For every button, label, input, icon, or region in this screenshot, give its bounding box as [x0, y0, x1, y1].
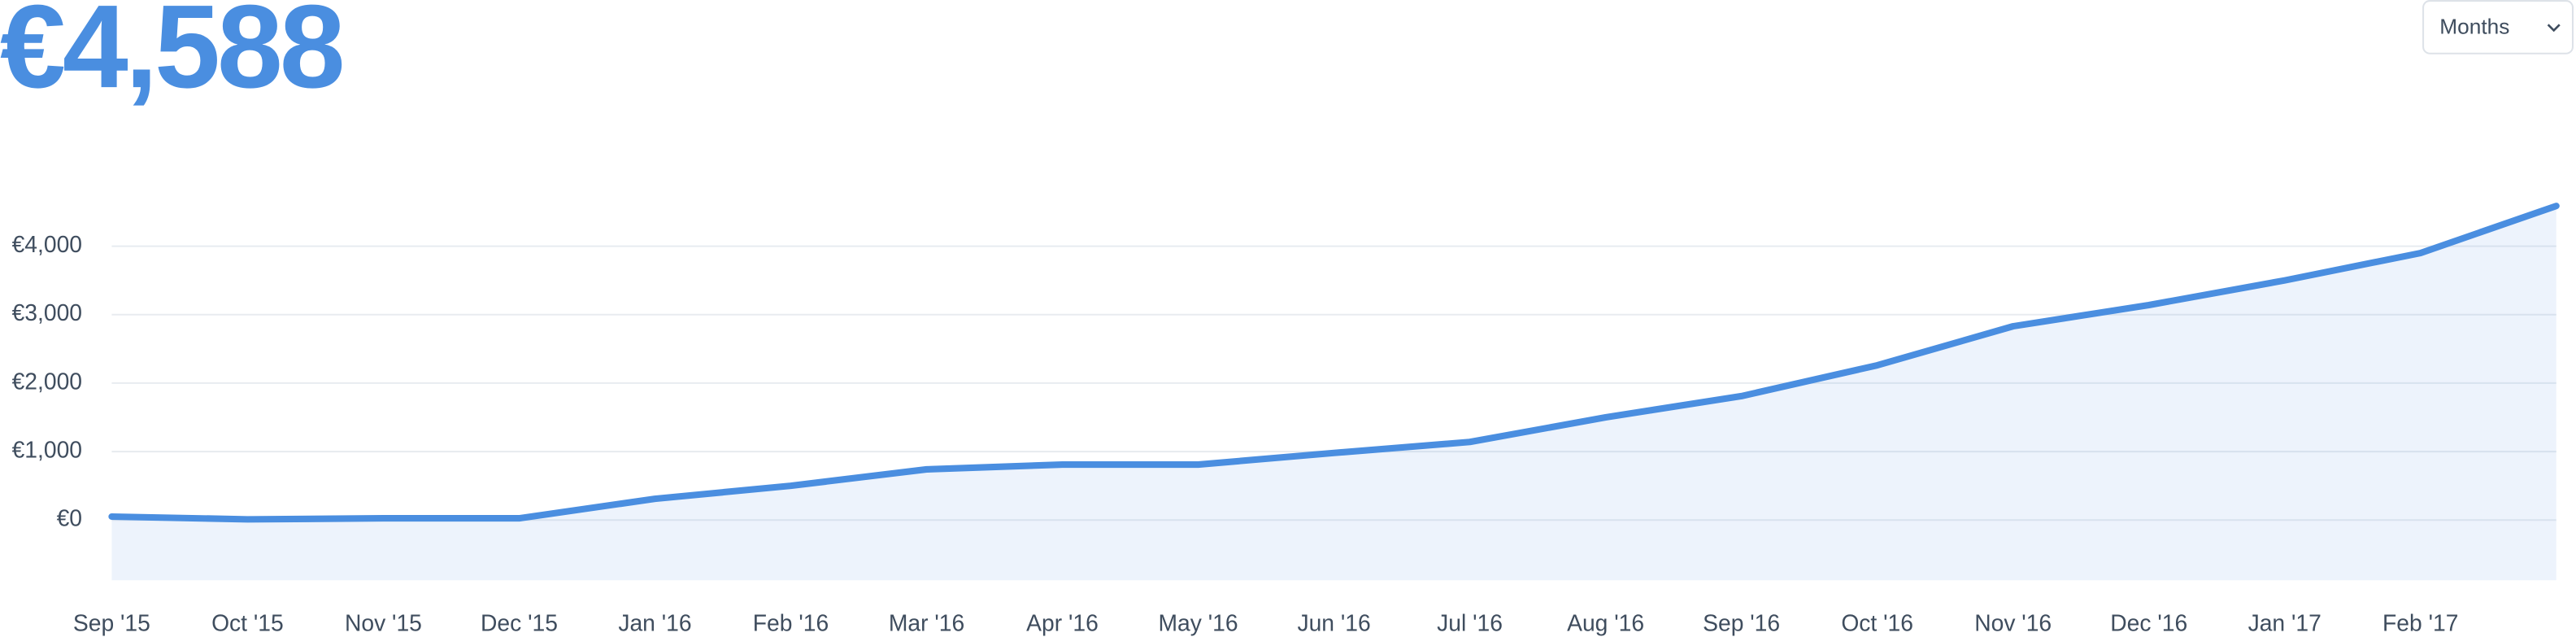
- y-tick-label: €4,000: [12, 231, 82, 257]
- x-tick-label: Jan '16: [618, 609, 691, 635]
- x-tick-label: Nov '15: [345, 609, 422, 635]
- y-tick-label: €1,000: [12, 437, 82, 463]
- dropdown-arrow[interactable]: [2547, 24, 2561, 33]
- x-tick-label: Jul '16: [1437, 609, 1503, 635]
- x-tick-label: Dec '16: [2110, 609, 2187, 635]
- x-tick-label: Jan '17: [2248, 609, 2321, 635]
- x-tick-label: Feb '16: [753, 609, 829, 635]
- area-fill: [111, 206, 2556, 581]
- x-tick-label: Nov '16: [1974, 609, 2052, 635]
- y-tick-label: €0: [57, 505, 82, 531]
- x-tick-label: Sep '16: [1703, 609, 1780, 635]
- period-dropdown[interactable]: Months: [2422, 0, 2574, 55]
- total-value: €4,588: [0, 0, 342, 112]
- x-tick-label: Feb '17: [2382, 609, 2458, 635]
- x-tick-label: Aug '16: [1567, 609, 1644, 635]
- dropdown-box[interactable]: [2422, 0, 2574, 55]
- x-tick-label: Jun '16: [1297, 609, 1370, 635]
- line: [108, 203, 2560, 523]
- y-tick-label: €2,000: [12, 368, 82, 394]
- x-tick-label: Mar '16: [889, 609, 964, 635]
- dropdown-label[interactable]: Months: [2439, 14, 2509, 38]
- x-tick-label: Apr '16: [1026, 609, 1099, 635]
- x-tick-label: Sep '15: [73, 609, 150, 635]
- y-tick-label: €3,000: [12, 299, 82, 325]
- x-tick-label: Oct '16: [1841, 609, 1913, 635]
- x-tick-label: May '16: [1159, 609, 1238, 635]
- x-tick-label: Oct '15: [211, 609, 284, 635]
- x-tick-label: Dec '15: [481, 609, 558, 635]
